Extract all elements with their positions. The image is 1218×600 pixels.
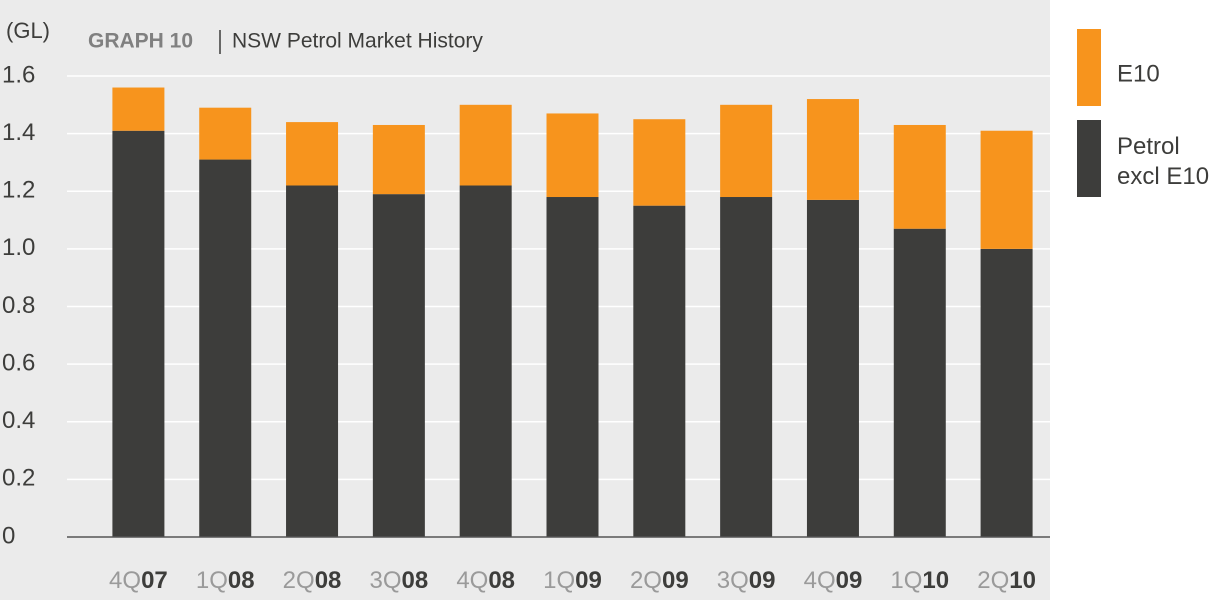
x-tick-label: 1Q09 (543, 567, 602, 594)
bar-segment (893, 228, 946, 538)
bar-segment (806, 99, 859, 200)
graph-label: GRAPH 10 (88, 30, 193, 53)
bar-segment (459, 104, 512, 186)
y-tick-label: 0.4 (2, 407, 35, 434)
bar-segment (893, 124, 946, 229)
bar-segment (546, 197, 599, 537)
x-tick-label: 4Q07 (109, 567, 168, 594)
x-tick-label: 3Q09 (717, 567, 776, 594)
y-unit-label: (GL) (6, 18, 50, 43)
bar-segment (980, 130, 1033, 249)
y-tick-label: 1.4 (2, 119, 35, 146)
x-tick-label: 1Q08 (196, 567, 255, 594)
bar-segment (286, 185, 339, 538)
bar-segment (372, 194, 425, 537)
bar-segment (720, 197, 773, 537)
bar-segment (286, 122, 339, 186)
x-tick-label: 3Q08 (370, 567, 429, 594)
y-tick-label: 0.6 (2, 349, 35, 376)
legend-swatch (1077, 29, 1101, 106)
bar-segment (459, 185, 512, 538)
legend-swatch (1077, 120, 1101, 197)
y-tick-label: 1.0 (2, 234, 35, 261)
x-tick-label: 2Q10 (977, 567, 1036, 594)
bar-segment (980, 248, 1033, 537)
bar-segment (112, 87, 165, 131)
x-tick-label: 2Q09 (630, 567, 689, 594)
legend-label: Petrol excl E10 (1117, 133, 1209, 190)
bar-segment (720, 104, 773, 198)
chart-title: NSW Petrol Market History (232, 30, 483, 53)
bar-segment (546, 113, 599, 198)
plot-background (0, 0, 1050, 600)
x-tick-label: 1Q10 (890, 567, 949, 594)
bar-segment (112, 130, 165, 537)
x-tick-label: 4Q09 (804, 567, 863, 594)
y-tick-label: 0.2 (2, 465, 35, 492)
x-tick-label: 4Q08 (456, 567, 515, 594)
y-tick-label: 1.2 (2, 177, 35, 204)
y-tick-label: 1.6 (2, 61, 35, 88)
bar-segment (806, 199, 859, 538)
bar-segment (199, 159, 252, 537)
bar-segment (633, 205, 686, 537)
bar-segment (633, 119, 686, 206)
x-tick-label: 2Q08 (283, 567, 342, 594)
bar-segment (199, 107, 252, 160)
y-tick-label: 0.8 (2, 292, 35, 319)
legend-label: E10 (1117, 60, 1160, 87)
bar-segment (372, 124, 425, 195)
y-tick-label: 0 (2, 522, 15, 549)
